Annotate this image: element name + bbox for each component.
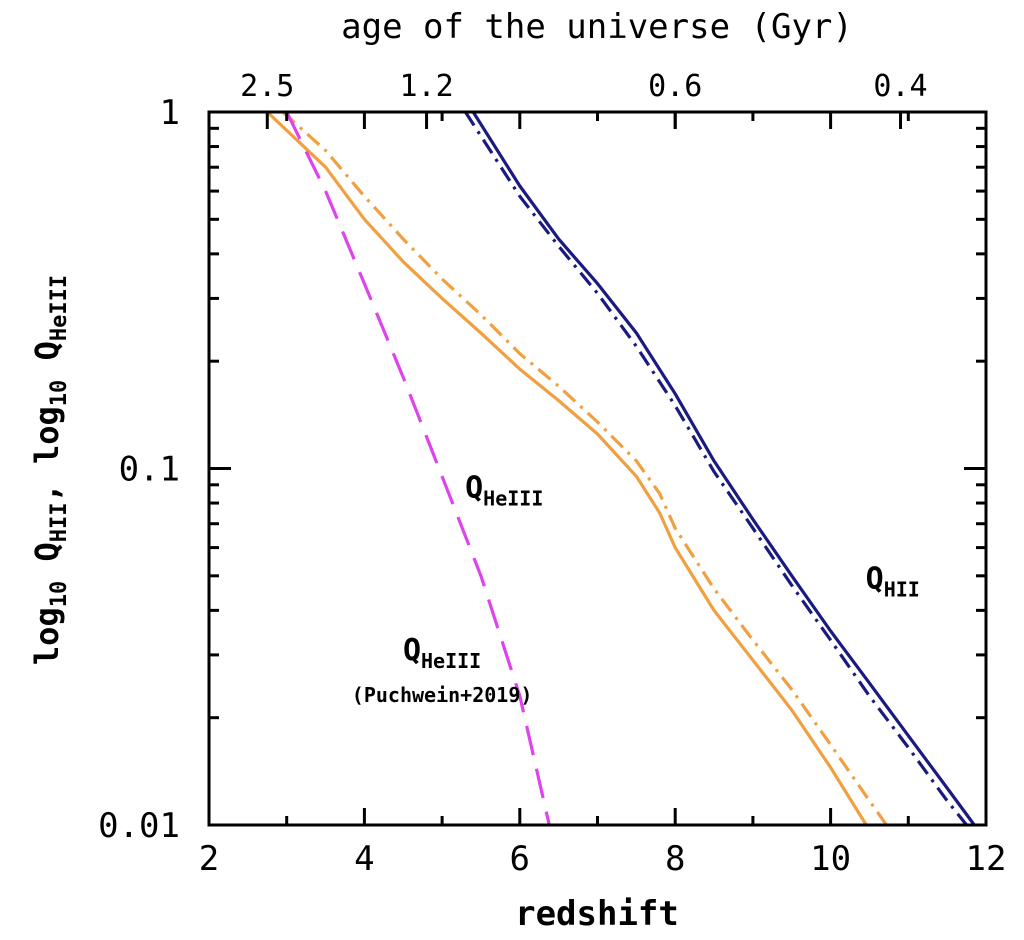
x-tick-label: 10 <box>810 839 851 879</box>
top-axis-label: age of the universe (Gyr) <box>341 7 853 47</box>
x-tick-label: 8 <box>665 839 685 879</box>
x-tick-label: 2 <box>199 839 219 879</box>
top-tick-label: 1.2 <box>399 69 453 104</box>
series-layer <box>266 110 976 827</box>
series-line-2 <box>266 110 868 826</box>
top-tick-label: 0.4 <box>873 69 927 104</box>
top-tick-label: 0.6 <box>648 69 702 104</box>
ticks-layer: 2.5 1.2 0.6 0.4 2 4 6 8 10 12 0.01 0.1 1 <box>98 69 1006 879</box>
y-tick-label: 0.1 <box>119 450 180 490</box>
x-axis-label: redshift <box>515 894 679 934</box>
series-line-0 <box>471 111 976 826</box>
x-tick-label: 6 <box>510 839 530 879</box>
y-tick-label: 1 <box>160 93 180 133</box>
plot-frame <box>207 110 988 827</box>
x-tick-label: 12 <box>966 839 1007 879</box>
series-line-1 <box>464 111 968 827</box>
y-axis-label: log10 QHII, log10 QHeIII <box>28 275 72 665</box>
x-tick-label: 4 <box>354 839 374 879</box>
annotation-q-heiii-puchwein: QHeIII <box>403 633 481 673</box>
annotation-q-heiii: QHeIII <box>465 470 543 510</box>
y-tick-label: 0.01 <box>98 806 180 846</box>
annotation-puchwein-note: (Puchwein+2019) <box>352 683 533 707</box>
annotation-q-hii: QHII <box>866 562 920 602</box>
top-tick-label: 2.5 <box>240 69 294 104</box>
series-line-3 <box>281 110 888 826</box>
series-line-4 <box>285 111 551 826</box>
